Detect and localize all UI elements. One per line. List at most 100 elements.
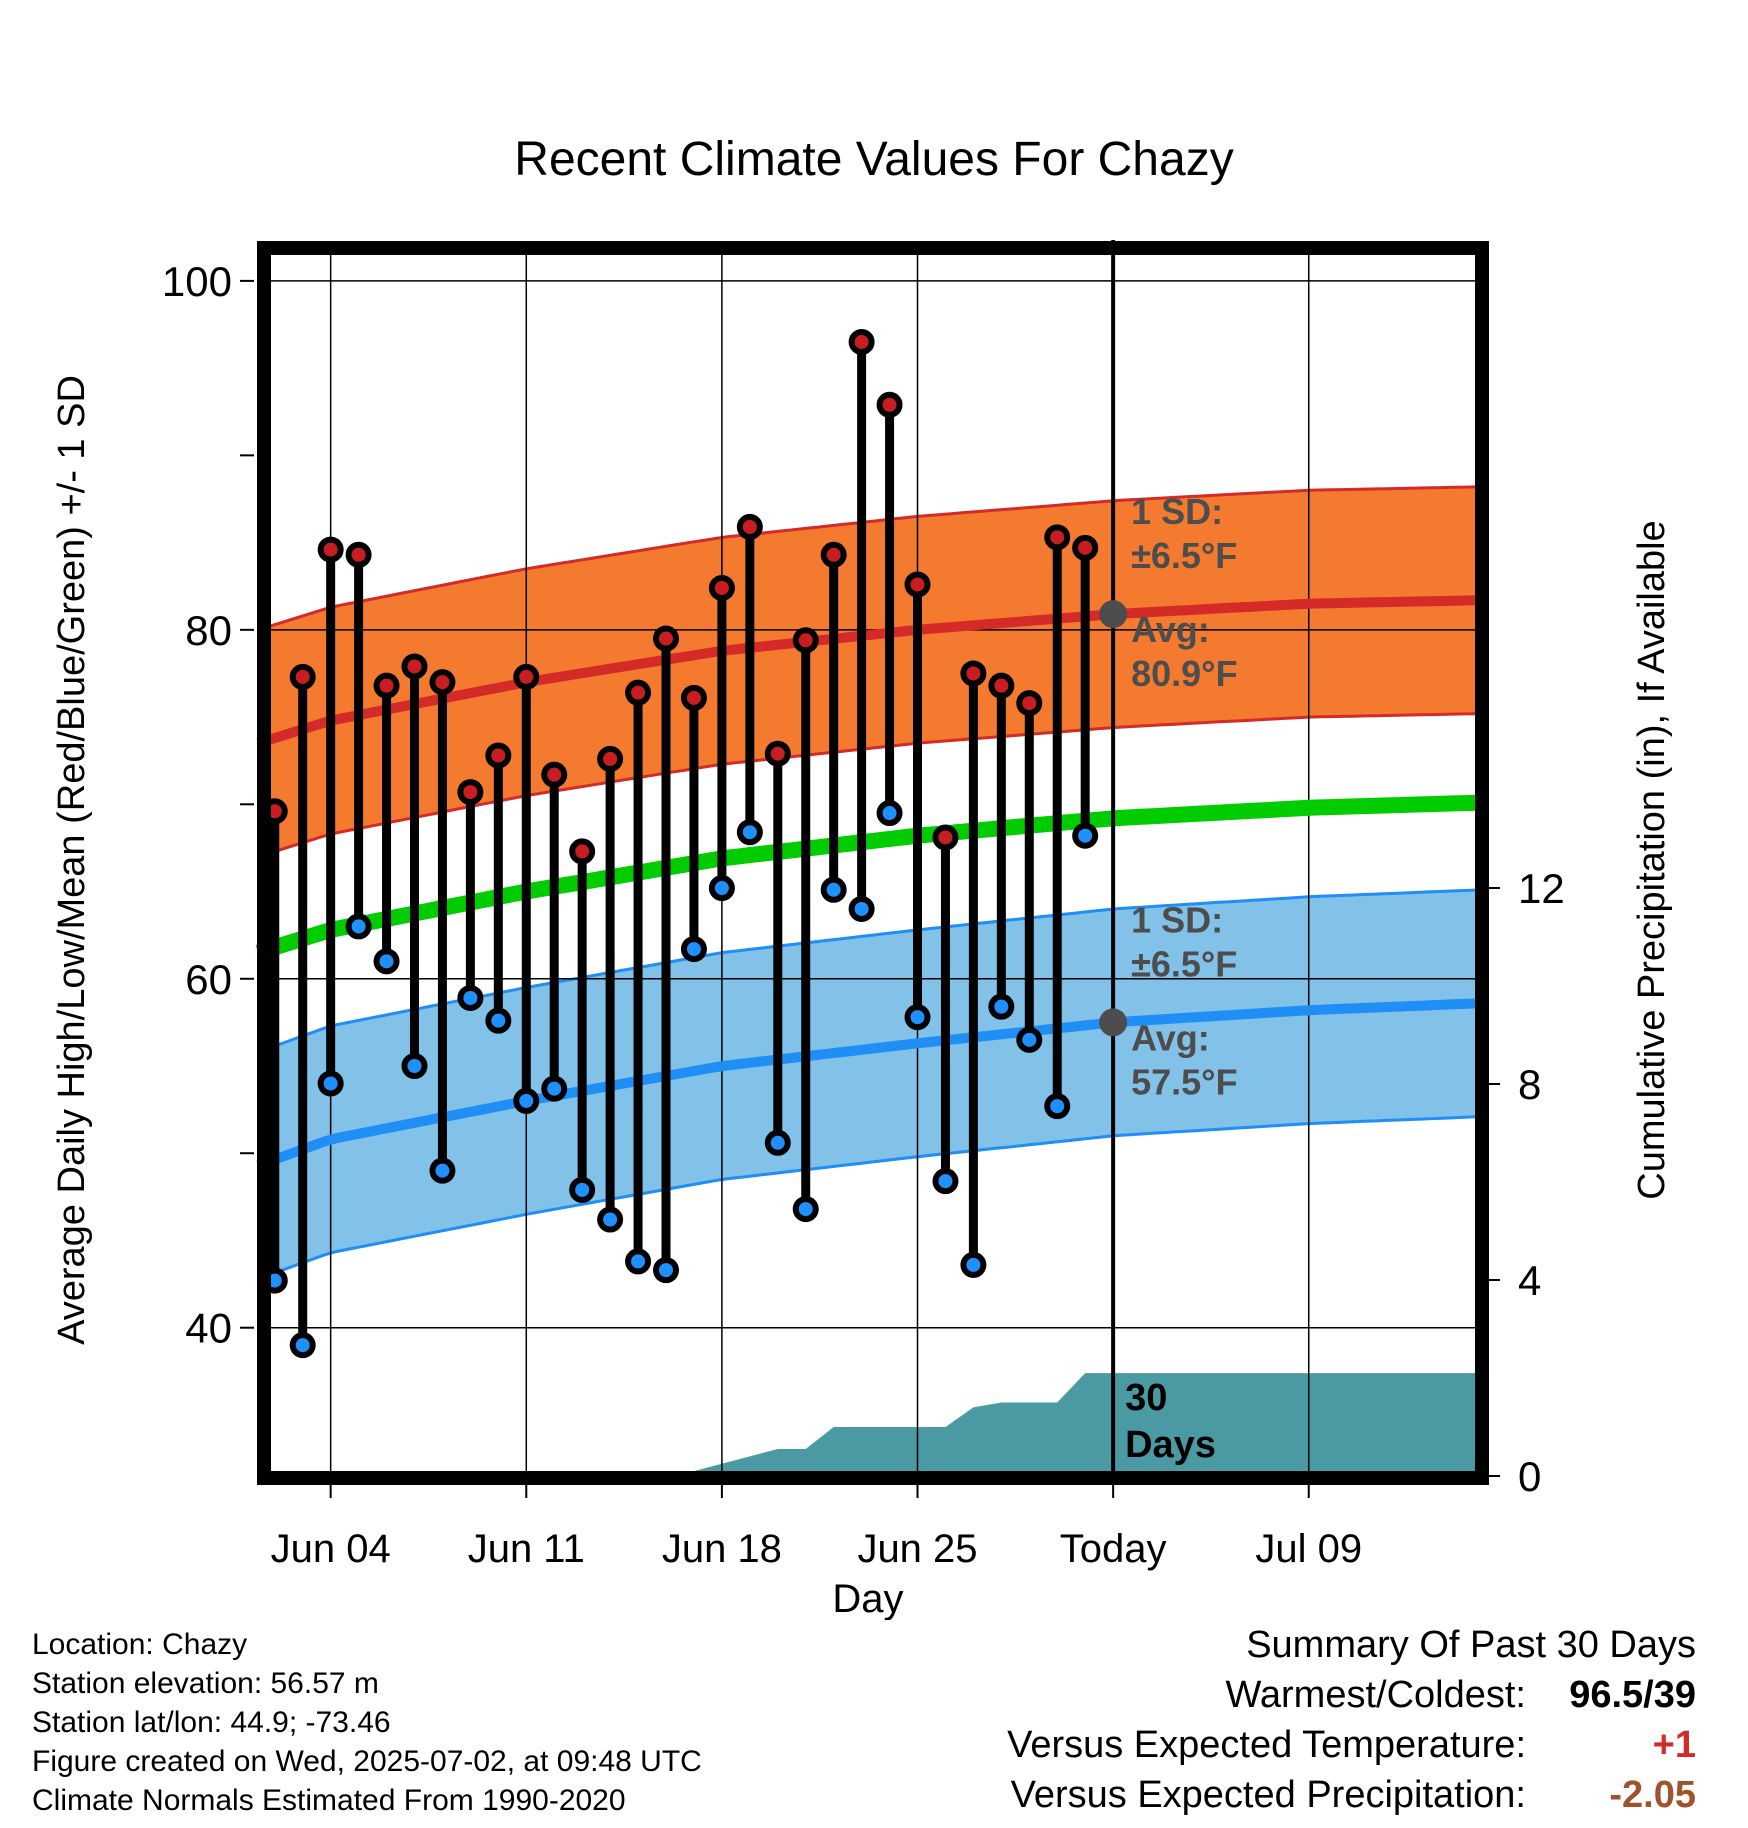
high-marker: [764, 740, 791, 767]
y2-tick-label: 12: [1518, 865, 1565, 912]
high-marker: [1072, 534, 1099, 561]
low-marker: [289, 1332, 316, 1359]
y2-tick-label: 0: [1518, 1453, 1541, 1500]
low-marker: [680, 936, 707, 963]
high-marker: [736, 513, 763, 540]
low-marker: [988, 993, 1015, 1020]
temp-row: Versus Expected Temperature: +1: [1007, 1720, 1696, 1770]
low-marker: [541, 1075, 568, 1102]
today-line: 30 Days: [1111, 240, 1216, 1476]
temp-label: Versus Expected Temperature:: [1007, 1724, 1526, 1766]
high-band-lower-edge: [257, 712, 1483, 859]
summary-panel: Summary Of Past 30 Days Warmest/Coldest:…: [1007, 1620, 1696, 1820]
y-axis-label: Average Daily High/Low/Mean (Red/Blue/Gr…: [51, 375, 93, 1345]
warmest-value: 96.5/39: [1569, 1674, 1696, 1716]
today-days-label: 30: [1125, 1377, 1167, 1419]
high-marker: [625, 679, 652, 706]
y-tick-label: 80: [185, 607, 232, 654]
x-tick-label: Today: [1060, 1527, 1167, 1571]
low-marker: [569, 1176, 596, 1203]
high-marker: [513, 663, 540, 690]
low-marker: [429, 1157, 456, 1184]
plot-border: [257, 241, 1489, 1485]
low-marker: [373, 948, 400, 975]
high-marker: [848, 328, 875, 355]
chart-title: Recent Climate Values For Chazy: [514, 133, 1233, 186]
high-marker: [1044, 524, 1071, 551]
high-marker: [680, 684, 707, 711]
daily-markers: [261, 328, 1099, 1359]
high-marker: [988, 672, 1015, 699]
high-marker: [792, 627, 819, 654]
low-marker: [653, 1257, 679, 1284]
low-sd-value: ±6.5°F: [1131, 943, 1237, 984]
high-marker: [485, 742, 512, 769]
low-marker: [317, 1070, 344, 1097]
low-marker: [764, 1129, 791, 1156]
low-sd-band: [258, 889, 1482, 1279]
low-normal-line: [256, 998, 1483, 1171]
low-marker: [820, 876, 847, 903]
low-avg-dot: [1099, 1008, 1128, 1037]
precip-label: Versus Expected Precipitation:: [1010, 1774, 1526, 1816]
low-marker: [876, 800, 903, 827]
high-marker: [541, 761, 568, 788]
warmest-label: Warmest/Coldest:: [1225, 1674, 1526, 1716]
y2-tick-label: 4: [1518, 1257, 1541, 1304]
normal-lines: [255, 595, 1483, 1171]
latlon-line: Station lat/lon: 44.9; -73.46: [32, 1706, 391, 1739]
y-tick-label: 40: [185, 1305, 232, 1352]
precip-area: [274, 1373, 1483, 1476]
x-tick-label: Jun 04: [271, 1527, 391, 1571]
high-marker: [457, 779, 484, 806]
summary-title: Summary Of Past 30 Days: [1246, 1624, 1696, 1666]
high-marker: [960, 660, 987, 687]
high-avg-value: 80.9°F: [1131, 653, 1237, 694]
x-tick-label: Jun 11: [468, 1527, 585, 1571]
elevation-line: Station elevation: 56.57 m: [32, 1667, 379, 1700]
high-sd-label: 1 SD:: [1131, 491, 1223, 532]
low-marker: [1044, 1093, 1071, 1120]
y-tick-label: 60: [185, 956, 232, 1003]
high-avg-label: Avg:: [1131, 609, 1210, 650]
low-marker: [1016, 1026, 1043, 1053]
station-info: Location: Chazy Station elevation: 56.57…: [32, 1625, 702, 1820]
precip-area-fill: [274, 1373, 1483, 1476]
created-line: Figure created on Wed, 2025-07-02, at 09…: [32, 1745, 702, 1778]
high-marker: [932, 824, 959, 851]
high-marker: [653, 625, 679, 652]
x-tick-label: Jul 09: [1255, 1527, 1362, 1571]
low-marker: [1072, 822, 1099, 849]
temp-value: +1: [1652, 1724, 1696, 1766]
normals-line: Climate Normals Estimated From 1990-2020: [32, 1784, 626, 1817]
high-sd-band: [258, 486, 1482, 857]
high-sd-value: ±6.5°F: [1131, 535, 1237, 576]
precip-value: -2.05: [1609, 1774, 1696, 1816]
low-sd-label: 1 SD:: [1131, 899, 1223, 940]
high-marker: [820, 541, 847, 568]
y-tick-label: 100: [162, 258, 232, 305]
high-marker: [345, 541, 372, 568]
low-marker: [513, 1087, 540, 1114]
x-tick-label: Jun 25: [857, 1527, 977, 1571]
low-marker: [625, 1248, 652, 1275]
climate-chart: Recent Climate Values For Chazy 30 Days 1…: [51, 133, 1673, 1620]
low-marker: [792, 1196, 819, 1223]
low-marker: [457, 984, 484, 1011]
x-tick-label: Jun 18: [662, 1527, 782, 1571]
high-marker: [429, 669, 456, 696]
low-avg-value: 57.5°F: [1131, 1061, 1237, 1102]
high-marker: [597, 745, 624, 772]
high-marker: [289, 663, 316, 690]
axes: 40 60 80 100 0 4 8 12 Jun 04 Jun 11 Jun 18 Jun 25 To…: [162, 258, 1565, 1571]
y2-tick-label: 8: [1518, 1061, 1541, 1108]
high-marker: [708, 574, 735, 601]
normal-bands: [257, 485, 1483, 1281]
high-band-upper-edge: [257, 485, 1483, 632]
low-marker: [485, 1007, 512, 1034]
low-marker: [932, 1168, 959, 1195]
high-marker: [1016, 690, 1043, 717]
low-band-lower-edge: [257, 1115, 1483, 1281]
daily-stems: [270, 341, 1090, 1346]
